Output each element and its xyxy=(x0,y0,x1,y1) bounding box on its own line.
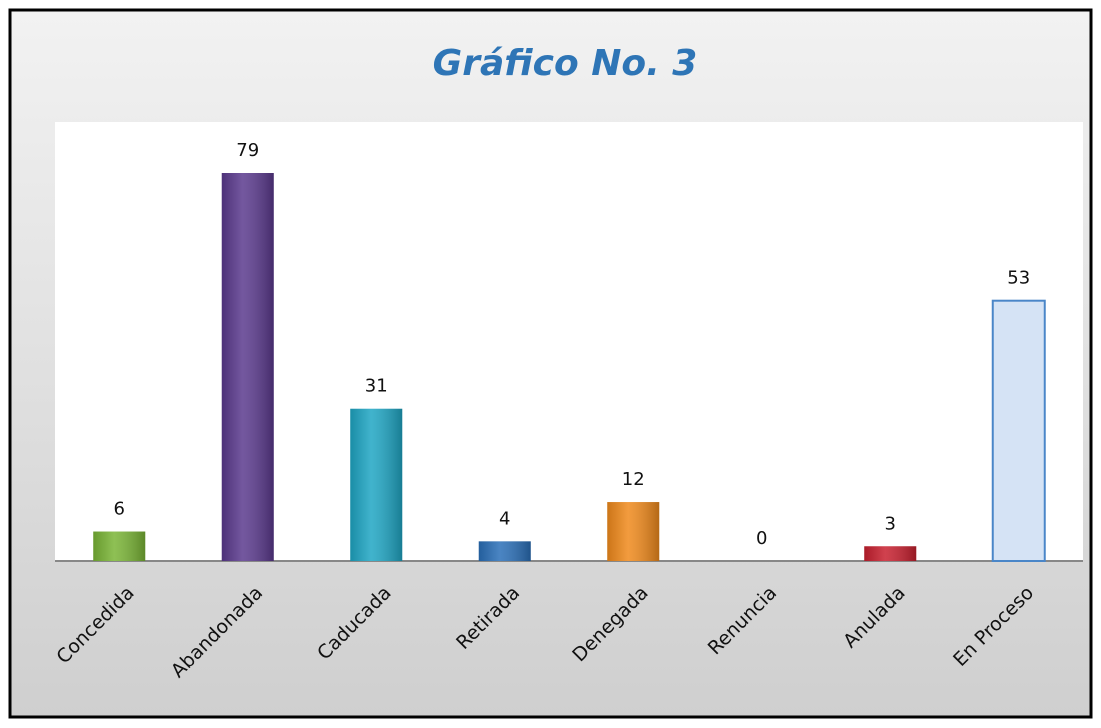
bar-shine xyxy=(93,531,146,561)
data-label: 4 xyxy=(499,508,510,529)
bar-shine xyxy=(350,408,403,561)
bar-shine xyxy=(221,173,274,561)
data-label: 53 xyxy=(1007,268,1030,289)
data-label: 0 xyxy=(756,528,767,549)
plot-area xyxy=(55,122,1083,561)
data-label: 31 xyxy=(365,376,388,397)
data-label: 79 xyxy=(236,140,259,161)
data-label: 6 xyxy=(114,499,125,520)
data-label: 12 xyxy=(622,469,645,490)
bar-shine xyxy=(864,546,917,561)
data-label: 3 xyxy=(885,513,896,534)
bar xyxy=(991,299,1046,562)
bar-shine xyxy=(607,502,660,561)
bar-shine xyxy=(478,541,531,561)
chart-title: Gráfico No. 3 xyxy=(433,43,698,84)
